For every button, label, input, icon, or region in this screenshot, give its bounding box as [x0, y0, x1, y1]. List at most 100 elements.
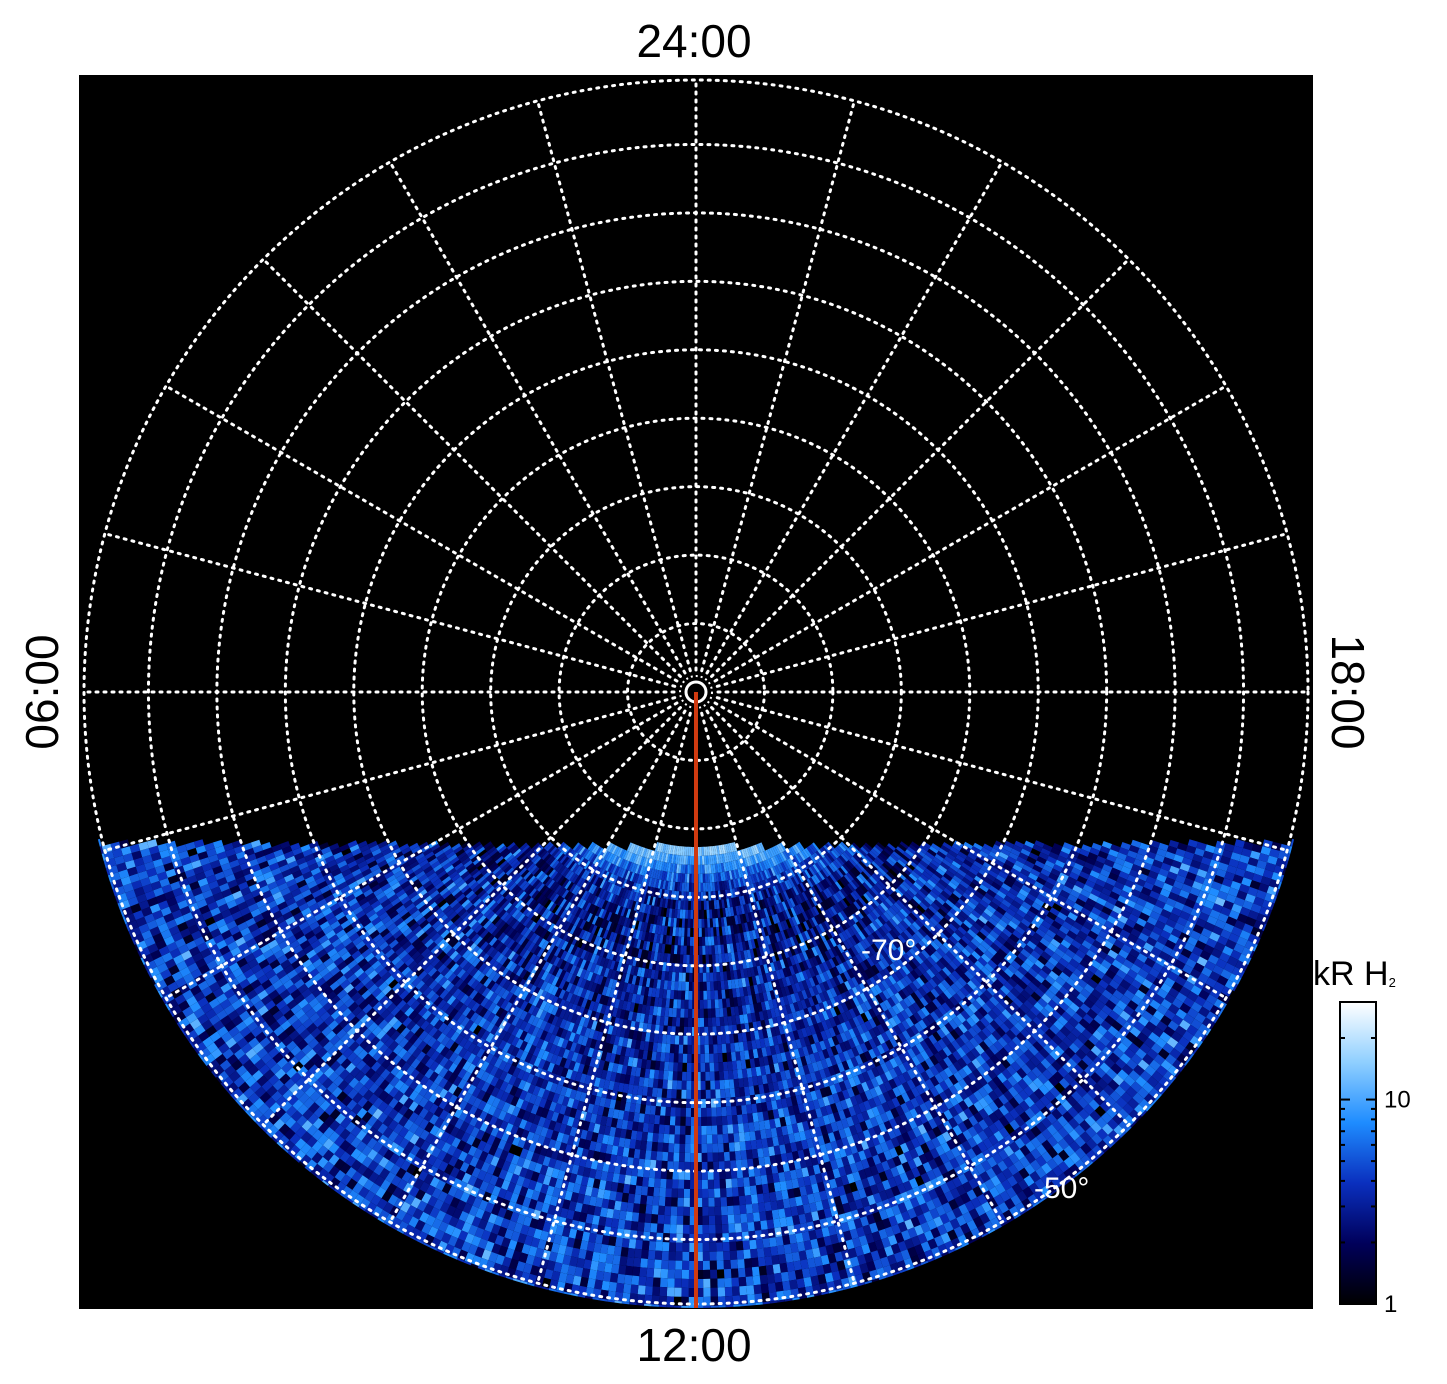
emission-cell [1192, 924, 1204, 935]
emission-cell [1219, 884, 1231, 894]
emission-cell [708, 1206, 715, 1216]
emission-cell [1036, 856, 1047, 865]
emission-cell [980, 865, 991, 874]
emission-cell [674, 1035, 680, 1045]
emission-cell [742, 1240, 750, 1250]
emission-cell [688, 1008, 693, 1018]
local-time-label-right: 18:00 [1322, 634, 1374, 750]
emission-cell [1165, 897, 1177, 908]
emission-cell [778, 1254, 787, 1264]
emission-cell [1005, 875, 1016, 884]
emission-cell [682, 954, 687, 964]
emission-cell [685, 972, 690, 982]
emission-cell [676, 1080, 682, 1090]
emission-cell [701, 900, 704, 910]
emission-cell [1221, 986, 1233, 997]
emission-cell [1205, 977, 1217, 988]
emission-cell [704, 918, 708, 928]
emission-cell [1033, 881, 1044, 890]
emission-cell [775, 1281, 784, 1292]
emission-cell [749, 1239, 757, 1250]
emission-cell [1203, 921, 1215, 932]
emission-cell [744, 1186, 751, 1196]
emission-cell [743, 1249, 751, 1259]
emission-cell [1196, 841, 1207, 851]
emission-cell [659, 1115, 666, 1125]
emission-cell [1158, 951, 1170, 962]
emission-cell [1195, 918, 1207, 928]
emission-cell [687, 1035, 692, 1045]
emission-cell [660, 1277, 668, 1288]
emission-cell [732, 1124, 739, 1134]
emission-cell [1026, 856, 1037, 865]
emission-cell [772, 1263, 781, 1274]
emission-cell [1236, 936, 1248, 947]
emission-cell [703, 1287, 711, 1297]
emission-cell [708, 1188, 715, 1198]
emission-cell [779, 1262, 788, 1273]
emission-cell [992, 844, 1003, 852]
emission-cell [675, 972, 679, 982]
emission-cell [1091, 906, 1102, 916]
emission-cell [728, 1079, 735, 1089]
emission-cell [1212, 925, 1224, 936]
emission-cell [655, 1241, 663, 1251]
emission-cell [706, 1116, 712, 1126]
emission-cell [1220, 969, 1232, 980]
emission-cell [1228, 932, 1240, 944]
emission-cell [667, 1080, 673, 1090]
emission-cell [670, 1206, 678, 1216]
emission-cell [1220, 929, 1232, 940]
emission-cell [670, 1035, 676, 1045]
emission-cell [1213, 981, 1225, 993]
emission-cell [716, 1035, 722, 1045]
emission-cell [700, 864, 703, 874]
emission-cell [698, 918, 702, 928]
emission-cell [1090, 888, 1102, 898]
emission-cell [708, 1224, 716, 1234]
emission-cell [1173, 854, 1184, 863]
emission-cell [681, 927, 685, 937]
emission-cell [1120, 842, 1131, 851]
emission-cell [1093, 860, 1105, 869]
emission-cell [1226, 865, 1238, 875]
emission-cell [663, 1061, 670, 1071]
emission-cell [1020, 848, 1031, 857]
emission-cell [686, 945, 690, 955]
emission-cell [674, 1044, 679, 1054]
emission-cell [726, 1196, 734, 1207]
emission-cell [769, 1237, 777, 1248]
emission-cell [1042, 864, 1053, 873]
emission-cell [1000, 848, 1011, 856]
emission-cell [1243, 870, 1255, 881]
emission-cell [1156, 873, 1167, 883]
emission-cell [699, 999, 704, 1009]
emission-cell [1215, 868, 1227, 878]
emission-cell [1018, 888, 1029, 898]
emission-cell [681, 1269, 689, 1279]
emission-cell [684, 1008, 689, 1018]
emission-cell [1152, 925, 1163, 936]
emission-cell [706, 909, 710, 919]
emission-cell [1183, 877, 1195, 887]
emission-cell [685, 909, 689, 919]
emission-cell [706, 1143, 713, 1153]
emission-cell [1241, 848, 1252, 858]
emission-cell [1233, 943, 1245, 954]
emission-cell [1241, 877, 1252, 887]
emission-cell [716, 1107, 722, 1117]
emission-cell [735, 1241, 744, 1251]
emission-cell [1080, 889, 1091, 898]
emission-cell [1209, 971, 1221, 982]
emission-cell [1050, 868, 1061, 877]
emission-cell [706, 990, 711, 1000]
emission-cell [707, 999, 712, 1009]
emission-cell [764, 1201, 772, 1212]
emission-cell [665, 1106, 671, 1117]
emission-cell [1144, 901, 1155, 911]
emission-cell [1088, 911, 1099, 921]
emission-cell [718, 1152, 725, 1162]
emission-cell [1252, 873, 1263, 883]
emission-cell [713, 981, 718, 991]
emission-cell [722, 1133, 729, 1144]
